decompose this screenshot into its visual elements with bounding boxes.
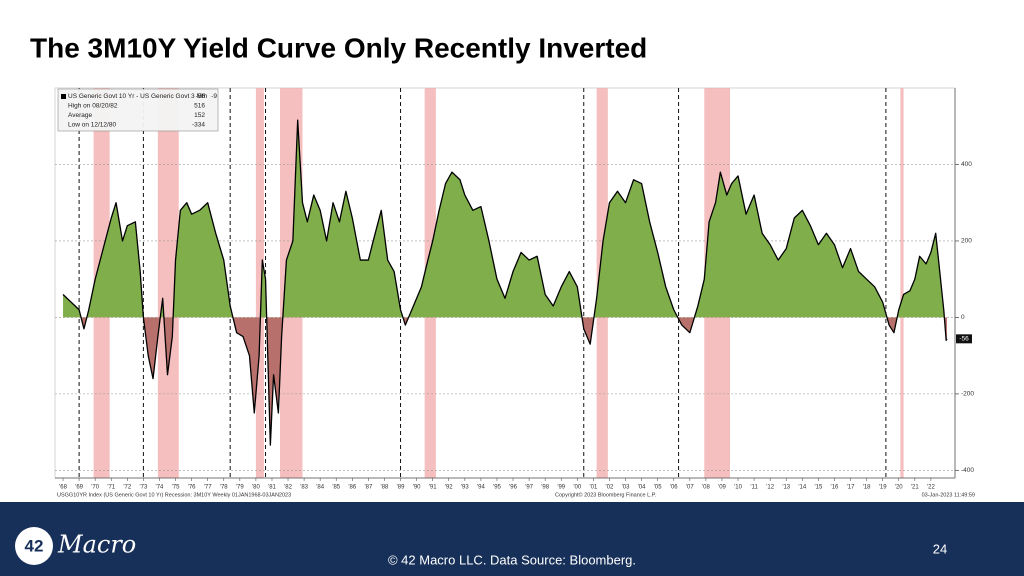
x-tick-label: '08	[702, 485, 710, 491]
recession-band	[157, 88, 179, 478]
logo-circle	[15, 527, 53, 565]
x-tick-label: '77	[204, 485, 212, 491]
x-tick-label: '91	[429, 485, 437, 491]
x-tick-label: '03	[622, 485, 630, 491]
x-tick-label: '82	[284, 485, 292, 491]
legend: US Generic Govt 10 Yr - US Generic Govt …	[57, 88, 219, 132]
x-tick-label: '21	[911, 485, 919, 491]
legend-label: High on 08/20/82	[68, 103, 118, 110]
slide-title: The 3M10Y Yield Curve Only Recently Inve…	[30, 32, 647, 63]
x-tick-label: '14	[798, 485, 806, 491]
x-tick-label: '74	[156, 485, 164, 491]
page-number: 24	[933, 541, 947, 556]
last-value-tag	[956, 334, 972, 344]
plot-area: 400 200 0 -200 -400 '68 '69 '70 '71 '72 '73 '74 '75 '…	[54, 87, 975, 498]
x-tick-label: '70	[91, 485, 99, 491]
footer-band	[0, 502, 1024, 576]
legend-label: Average	[68, 112, 92, 119]
x-tick-label: '06	[670, 485, 678, 491]
x-tick-label: '68	[59, 485, 67, 491]
y-tick-label: 0	[961, 314, 965, 321]
x-tick-label: '20	[895, 485, 903, 491]
x-tick-label: '10	[734, 485, 742, 491]
x-tick-label: '71	[107, 485, 115, 491]
x-tick-label: '22	[927, 485, 935, 491]
x-tick-label: '78	[220, 485, 228, 491]
logo-number: 42	[25, 536, 44, 555]
x-tick-label: '12	[766, 485, 774, 491]
x-tick-label: '17	[847, 485, 855, 491]
x-tick-label: '83	[300, 485, 308, 491]
x-tick-label: '88	[381, 485, 389, 491]
area-positive	[63, 120, 945, 318]
x-tick-label: '79	[236, 485, 244, 491]
x-tick-label: '99	[557, 485, 565, 491]
source-right: 03-Jan-2023 11:49:59	[922, 492, 975, 498]
recession-band	[255, 88, 264, 478]
x-tick-label: '92	[445, 485, 453, 491]
x-tick-label: '90	[413, 485, 421, 491]
x-tick-label: '94	[477, 485, 485, 491]
x-tick-label: '01	[589, 485, 597, 491]
y-tick-label: 200	[961, 238, 972, 245]
legend-value: -334	[192, 122, 205, 129]
legend-value: 152	[194, 112, 205, 119]
x-tick-label: '11	[750, 485, 758, 491]
x-tick-label: '80	[252, 485, 260, 491]
x-tick-label: '04	[638, 485, 646, 491]
last-value-label: -56	[959, 336, 969, 343]
x-tick-label: '84	[316, 485, 324, 491]
x-tick-label: '93	[461, 485, 469, 491]
x-tick-label: '73	[139, 485, 147, 491]
x-tick-label: '00	[573, 485, 581, 491]
area-negative	[63, 317, 947, 446]
legend-label: US Generic Govt 10 Yr - US Generic Govt …	[68, 93, 208, 100]
x-tick-label: '75	[172, 485, 180, 491]
x-tick-label: '96	[509, 485, 517, 491]
x-tick-label: '98	[541, 485, 549, 491]
legend-change: -9	[211, 93, 217, 100]
legend-label: Low on 12/12/80	[68, 122, 116, 129]
x-tick-label: '15	[814, 485, 822, 491]
x-tick-label: '95	[493, 485, 501, 491]
x-tick-label: '16	[831, 485, 839, 491]
x-tick-label: '81	[268, 485, 276, 491]
x-tick-label: '97	[525, 485, 533, 491]
x-tick-label: '13	[782, 485, 790, 491]
x-tick-label: '18	[863, 485, 871, 491]
recession-band	[900, 88, 904, 478]
footer-credit: © 42 Macro LLC. Data Source: Bloomberg.	[388, 552, 636, 567]
source-left: USGG10YR Index (US Generic Govt 10 Yr) R…	[57, 492, 291, 498]
y-tick-label: -200	[961, 391, 974, 398]
logo-text: Macro	[57, 531, 136, 559]
legend-value: 516	[194, 103, 205, 110]
x-tick-label: '89	[397, 485, 405, 491]
legend-swatch	[61, 94, 66, 99]
x-tick-label: '85	[332, 485, 340, 491]
x-tick-label: '07	[686, 485, 694, 491]
x-tick-label: '09	[718, 485, 726, 491]
x-tick-label: '86	[348, 485, 356, 491]
x-tick-label: '87	[364, 485, 372, 491]
x-tick-label: '76	[188, 485, 196, 491]
x-tick-label: '72	[123, 485, 131, 491]
legend-box	[57, 88, 219, 132]
y-tick-label: -400	[961, 467, 974, 474]
series-line	[62, 119, 948, 446]
x-tick-label: '02	[606, 485, 614, 491]
legend-value: -56	[196, 93, 206, 100]
x-tick-label: '19	[879, 485, 887, 491]
x-tick-label: '05	[654, 485, 662, 491]
source-center: Copyright© 2023 Bloomberg Finance L.P.	[555, 491, 657, 498]
x-tick-label: '69	[75, 485, 83, 491]
y-tick-label: 400	[961, 161, 972, 168]
